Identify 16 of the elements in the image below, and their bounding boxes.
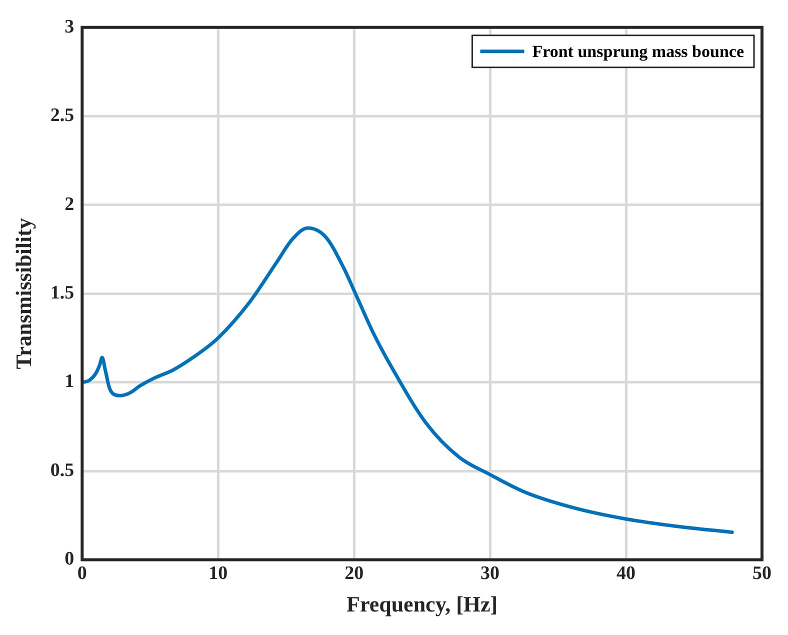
y-tick-label: 3 (64, 16, 74, 38)
line-series (82, 226, 734, 534)
y-tick-label: 0.5 (50, 460, 74, 481)
x-tick-label: 30 (480, 563, 500, 584)
y-tick-label: 1 (64, 371, 74, 392)
y-tick-label: 2.5 (50, 105, 74, 126)
y-axis-title: Transmissibility (10, 218, 36, 370)
x-tick-label: 40 (616, 563, 636, 584)
y-tick-label: 1.5 (50, 282, 74, 304)
x-tick-label: 20 (344, 563, 364, 584)
y-tick-label: 0 (64, 548, 74, 570)
legend-label: Front unsprung mass bounce (532, 42, 744, 61)
y-tick-label: 2 (64, 194, 74, 215)
x-axis-title: Frequency, [Hz] (346, 591, 498, 616)
x-tick-label: 10 (208, 563, 228, 584)
x-tick-label: 50 (752, 563, 772, 584)
